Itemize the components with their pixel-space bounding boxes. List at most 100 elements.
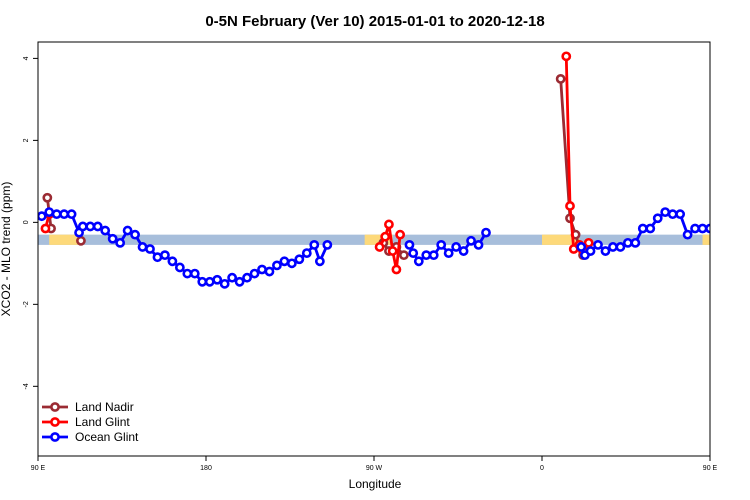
data-point xyxy=(66,209,77,220)
chart-title: 0-5N February (Ver 10) 2015-01-01 to 202… xyxy=(205,13,544,30)
x-tick-label: 180 xyxy=(200,465,212,472)
legend-swatch-marker xyxy=(50,402,60,412)
legend-item: Land Glint xyxy=(42,415,130,429)
data-point xyxy=(738,237,745,244)
data-point xyxy=(443,248,454,258)
data-point xyxy=(682,229,693,240)
data-point xyxy=(690,223,700,234)
data-point xyxy=(314,256,325,267)
data-point xyxy=(374,242,385,252)
data-point xyxy=(189,268,200,279)
data-point xyxy=(242,272,252,283)
data-point xyxy=(51,209,62,220)
data-point xyxy=(458,246,469,256)
data-point xyxy=(387,246,398,256)
data-point xyxy=(398,250,409,261)
data-point xyxy=(660,207,671,218)
data-point xyxy=(322,240,333,250)
data-point xyxy=(42,192,53,203)
series-ocean-glint xyxy=(38,207,750,289)
data-point xyxy=(391,264,402,275)
data-point xyxy=(729,239,736,246)
data-point xyxy=(204,276,215,287)
plot-area xyxy=(38,51,750,289)
data-point xyxy=(77,221,88,232)
data-point xyxy=(167,256,178,267)
x-axis-label: Longitude xyxy=(349,477,402,491)
land-band xyxy=(364,234,393,245)
y-tick-label: 0 xyxy=(23,220,30,224)
data-point xyxy=(234,276,245,287)
data-point xyxy=(160,250,170,261)
data-point xyxy=(736,227,743,234)
data-point xyxy=(585,246,596,256)
data-point xyxy=(301,248,312,258)
data-point xyxy=(421,250,432,261)
data-point xyxy=(40,223,51,234)
legend-item: Land Nadir xyxy=(42,400,134,414)
y-axis-label: XCO2 - MLO trend (ppm) xyxy=(0,182,13,317)
data-point xyxy=(451,242,462,252)
data-point xyxy=(622,237,633,248)
data-point xyxy=(705,223,710,234)
data-point xyxy=(721,225,728,232)
legend-item: Ocean Glint xyxy=(42,430,139,444)
x-tick-label: 90 W xyxy=(366,465,383,472)
data-point xyxy=(145,244,155,254)
data-point xyxy=(272,260,282,271)
land-band xyxy=(49,234,80,245)
data-point xyxy=(561,51,572,62)
legend-label: Land Glint xyxy=(75,415,130,429)
data-point xyxy=(227,272,238,283)
data-point xyxy=(264,266,275,277)
data-point xyxy=(137,242,148,252)
data-point xyxy=(38,211,47,222)
y-axis: 4 2 0 -2 -4 xyxy=(23,56,38,389)
data-point xyxy=(76,235,86,246)
data-point xyxy=(608,242,618,252)
data-point xyxy=(107,233,118,244)
data-point xyxy=(85,221,96,232)
data-point xyxy=(294,254,305,265)
data-point xyxy=(697,223,708,234)
data-point xyxy=(174,262,185,273)
data-point xyxy=(481,227,491,238)
data-point xyxy=(436,240,447,250)
data-point xyxy=(249,268,260,279)
data-point xyxy=(473,240,484,250)
data-point xyxy=(637,223,648,234)
land-band xyxy=(542,234,580,245)
data-point xyxy=(667,209,678,220)
land-band xyxy=(702,234,710,245)
data-point xyxy=(152,252,163,263)
x-tick-label: 90 E xyxy=(703,465,718,472)
data-point xyxy=(182,268,193,279)
data-point xyxy=(384,219,394,230)
x-tick-label: 0 xyxy=(540,465,544,472)
data-point xyxy=(122,225,133,236)
y-tick-label: 4 xyxy=(23,56,30,60)
data-point xyxy=(615,242,626,252)
data-point xyxy=(115,237,126,248)
data-point xyxy=(408,248,419,258)
data-point xyxy=(404,240,415,250)
data-point xyxy=(212,274,223,285)
data-point xyxy=(744,231,750,238)
data-point xyxy=(576,242,587,252)
data-point xyxy=(197,276,208,287)
series-line xyxy=(719,198,741,241)
data-point xyxy=(630,237,641,248)
data-point xyxy=(675,209,686,220)
y-tick-label: -4 xyxy=(23,383,30,389)
data-point xyxy=(279,256,290,267)
data-point xyxy=(309,240,320,250)
data-point xyxy=(714,227,721,234)
data-point xyxy=(130,229,140,240)
data-point xyxy=(583,237,594,248)
data-point xyxy=(721,235,728,242)
data-point xyxy=(257,264,267,275)
data-point xyxy=(645,223,656,234)
data-point xyxy=(716,194,723,201)
data-point xyxy=(600,246,611,256)
